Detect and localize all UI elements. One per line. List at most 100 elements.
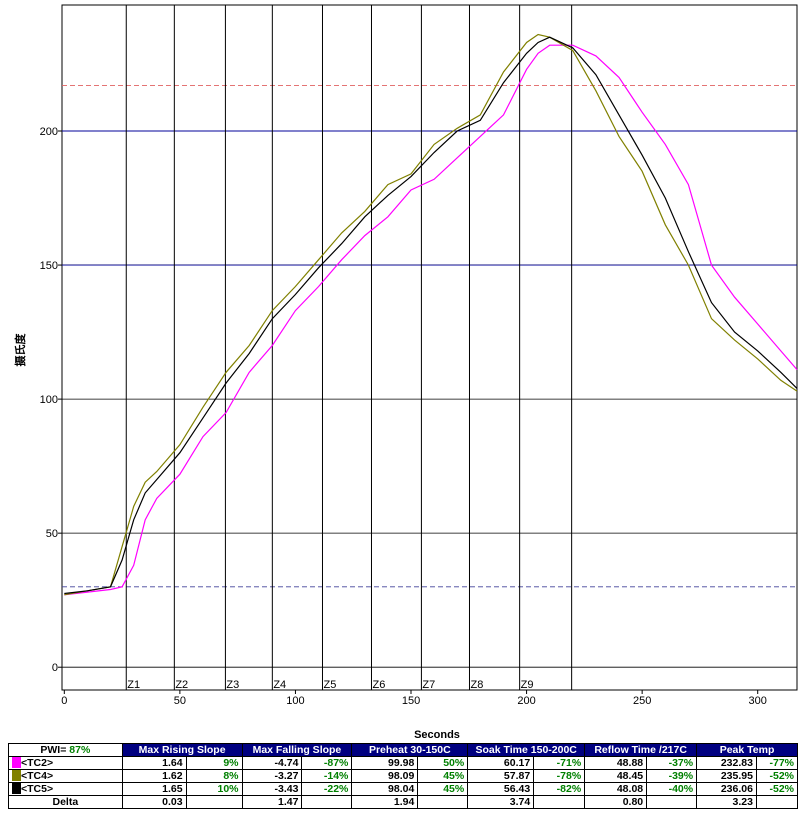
value-cell: 1.65 xyxy=(121,782,187,796)
column-header: Max Rising Slope xyxy=(121,743,243,757)
row-label: <TC2> xyxy=(21,757,54,769)
row-name: <TC2> xyxy=(8,756,123,770)
zone-label: Z9 xyxy=(521,679,534,691)
percent-cell: -22% xyxy=(301,782,353,796)
y-tick-label: 100 xyxy=(40,394,58,406)
value-cell: 1.64 xyxy=(121,756,187,770)
percent-cell: -71% xyxy=(533,756,586,770)
row-name: <TC4> xyxy=(8,769,123,783)
data-row: <TC5> 1.65 10% -3.43 -22% 98.04 45% 56.43 -82% 48… xyxy=(8,782,798,796)
row-name: Delta xyxy=(8,795,123,809)
percent-cell: 8% xyxy=(185,769,243,783)
color-swatch xyxy=(12,757,21,768)
zone-label: Z8 xyxy=(470,679,483,691)
empty-cell xyxy=(755,795,798,809)
color-swatch xyxy=(12,783,21,794)
value-cell: -3.43 xyxy=(241,782,303,796)
value-cell: 3.23 xyxy=(696,795,757,809)
percent-cell: 9% xyxy=(185,756,243,770)
zone-label: Z1 xyxy=(127,679,140,691)
delta-row: Delta 0.03 1.47 1.94 3.74 0.80 3.23 xyxy=(8,795,798,809)
x-axis-label: Seconds xyxy=(414,729,460,741)
column-header: Peak Temp xyxy=(696,743,798,757)
empty-cell xyxy=(417,795,469,809)
y-tick-label: 50 xyxy=(46,528,58,540)
percent-cell: 50% xyxy=(417,756,469,770)
row-label: <TC4> xyxy=(21,770,54,782)
value-cell: -4.74 xyxy=(241,756,303,770)
plot-frame xyxy=(61,4,798,691)
value-cell: 60.17 xyxy=(467,756,535,770)
value-cell: 232.83 xyxy=(696,756,757,770)
series-line xyxy=(64,44,798,596)
x-tick-label: 300 xyxy=(749,695,767,707)
value-cell: 0.03 xyxy=(121,795,187,809)
value-cell: 98.04 xyxy=(351,782,419,796)
percent-cell: 45% xyxy=(417,782,469,796)
value-cell: 99.98 xyxy=(351,756,419,770)
value-cell: 48.88 xyxy=(584,756,648,770)
value-cell: 48.08 xyxy=(584,782,648,796)
y-axis-label: 摄氏度 xyxy=(13,333,27,367)
empty-cell xyxy=(646,795,698,809)
x-tick-label: 50 xyxy=(174,695,186,707)
percent-cell: 10% xyxy=(185,782,243,796)
zone-label: Z4 xyxy=(273,679,286,691)
percent-cell: 45% xyxy=(417,769,469,783)
value-cell: 57.87 xyxy=(467,769,535,783)
x-tick-label: 200 xyxy=(517,695,535,707)
x-tick-label: 150 xyxy=(402,695,420,707)
stats-table: PWI= 87% Max Rising Slope Max Falling Slop… xyxy=(8,743,798,809)
value-cell: 1.94 xyxy=(351,795,419,809)
column-header: Max Falling Slope xyxy=(241,743,353,757)
value-cell: 1.62 xyxy=(121,769,187,783)
row-label: <TC5> xyxy=(21,783,54,795)
percent-cell: -52% xyxy=(755,769,798,783)
color-swatch xyxy=(12,770,21,781)
zone-label: Z3 xyxy=(226,679,239,691)
value-cell: 236.06 xyxy=(696,782,757,796)
pwi-value: 87% xyxy=(69,744,91,756)
value-cell: 56.43 xyxy=(467,782,535,796)
y-tick-label: 150 xyxy=(40,260,58,272)
x-tick-label: 0 xyxy=(61,695,67,707)
percent-cell: -87% xyxy=(301,756,353,770)
series-line xyxy=(64,33,798,596)
x-tick-label: 100 xyxy=(286,695,304,707)
empty-cell xyxy=(185,795,243,809)
percent-cell: -82% xyxy=(533,782,586,796)
percent-cell: -78% xyxy=(533,769,586,783)
x-tick-label: 250 xyxy=(633,695,651,707)
value-cell: 0.80 xyxy=(584,795,648,809)
row-name: <TC5> xyxy=(8,782,123,796)
series-line xyxy=(64,36,798,595)
value-cell: 98.09 xyxy=(351,769,419,783)
zone-label: Z6 xyxy=(372,679,385,691)
y-tick-label: 200 xyxy=(40,126,58,138)
percent-cell: -77% xyxy=(755,756,798,770)
percent-cell: -52% xyxy=(755,782,798,796)
percent-cell: -14% xyxy=(301,769,353,783)
data-row: <TC2> 1.64 9% -4.74 -87% 99.98 50% 60.17 -71% 48.… xyxy=(8,756,798,770)
pwi-cell: PWI= 87% xyxy=(8,743,123,757)
zone-label: Z2 xyxy=(175,679,188,691)
value-cell: 235.95 xyxy=(696,769,757,783)
header-row: PWI= 87% Max Rising Slope Max Falling Slop… xyxy=(8,743,798,757)
zone-label: Z5 xyxy=(323,679,336,691)
column-header: Reflow Time /217C xyxy=(584,743,698,757)
value-cell: 48.45 xyxy=(584,769,648,783)
data-row: <TC4> 1.62 8% -3.27 -14% 98.09 45% 57.87 -78% 48.… xyxy=(8,769,798,783)
percent-cell: -40% xyxy=(646,782,698,796)
value-cell: 3.74 xyxy=(467,795,535,809)
column-header: Preheat 30-150C xyxy=(351,743,469,757)
percent-cell: -37% xyxy=(646,756,698,770)
zone-label: Z7 xyxy=(422,679,435,691)
percent-cell: -39% xyxy=(646,769,698,783)
column-header: Soak Time 150-200C xyxy=(467,743,586,757)
empty-cell xyxy=(301,795,353,809)
empty-cell xyxy=(533,795,586,809)
chart: 摄氏度 Seconds 0 50 100 150 200 0 50 100 150 200 250 3… xyxy=(13,4,798,741)
pwi-label: PWI= xyxy=(40,744,67,756)
y-tick-label: 0 xyxy=(52,662,58,674)
